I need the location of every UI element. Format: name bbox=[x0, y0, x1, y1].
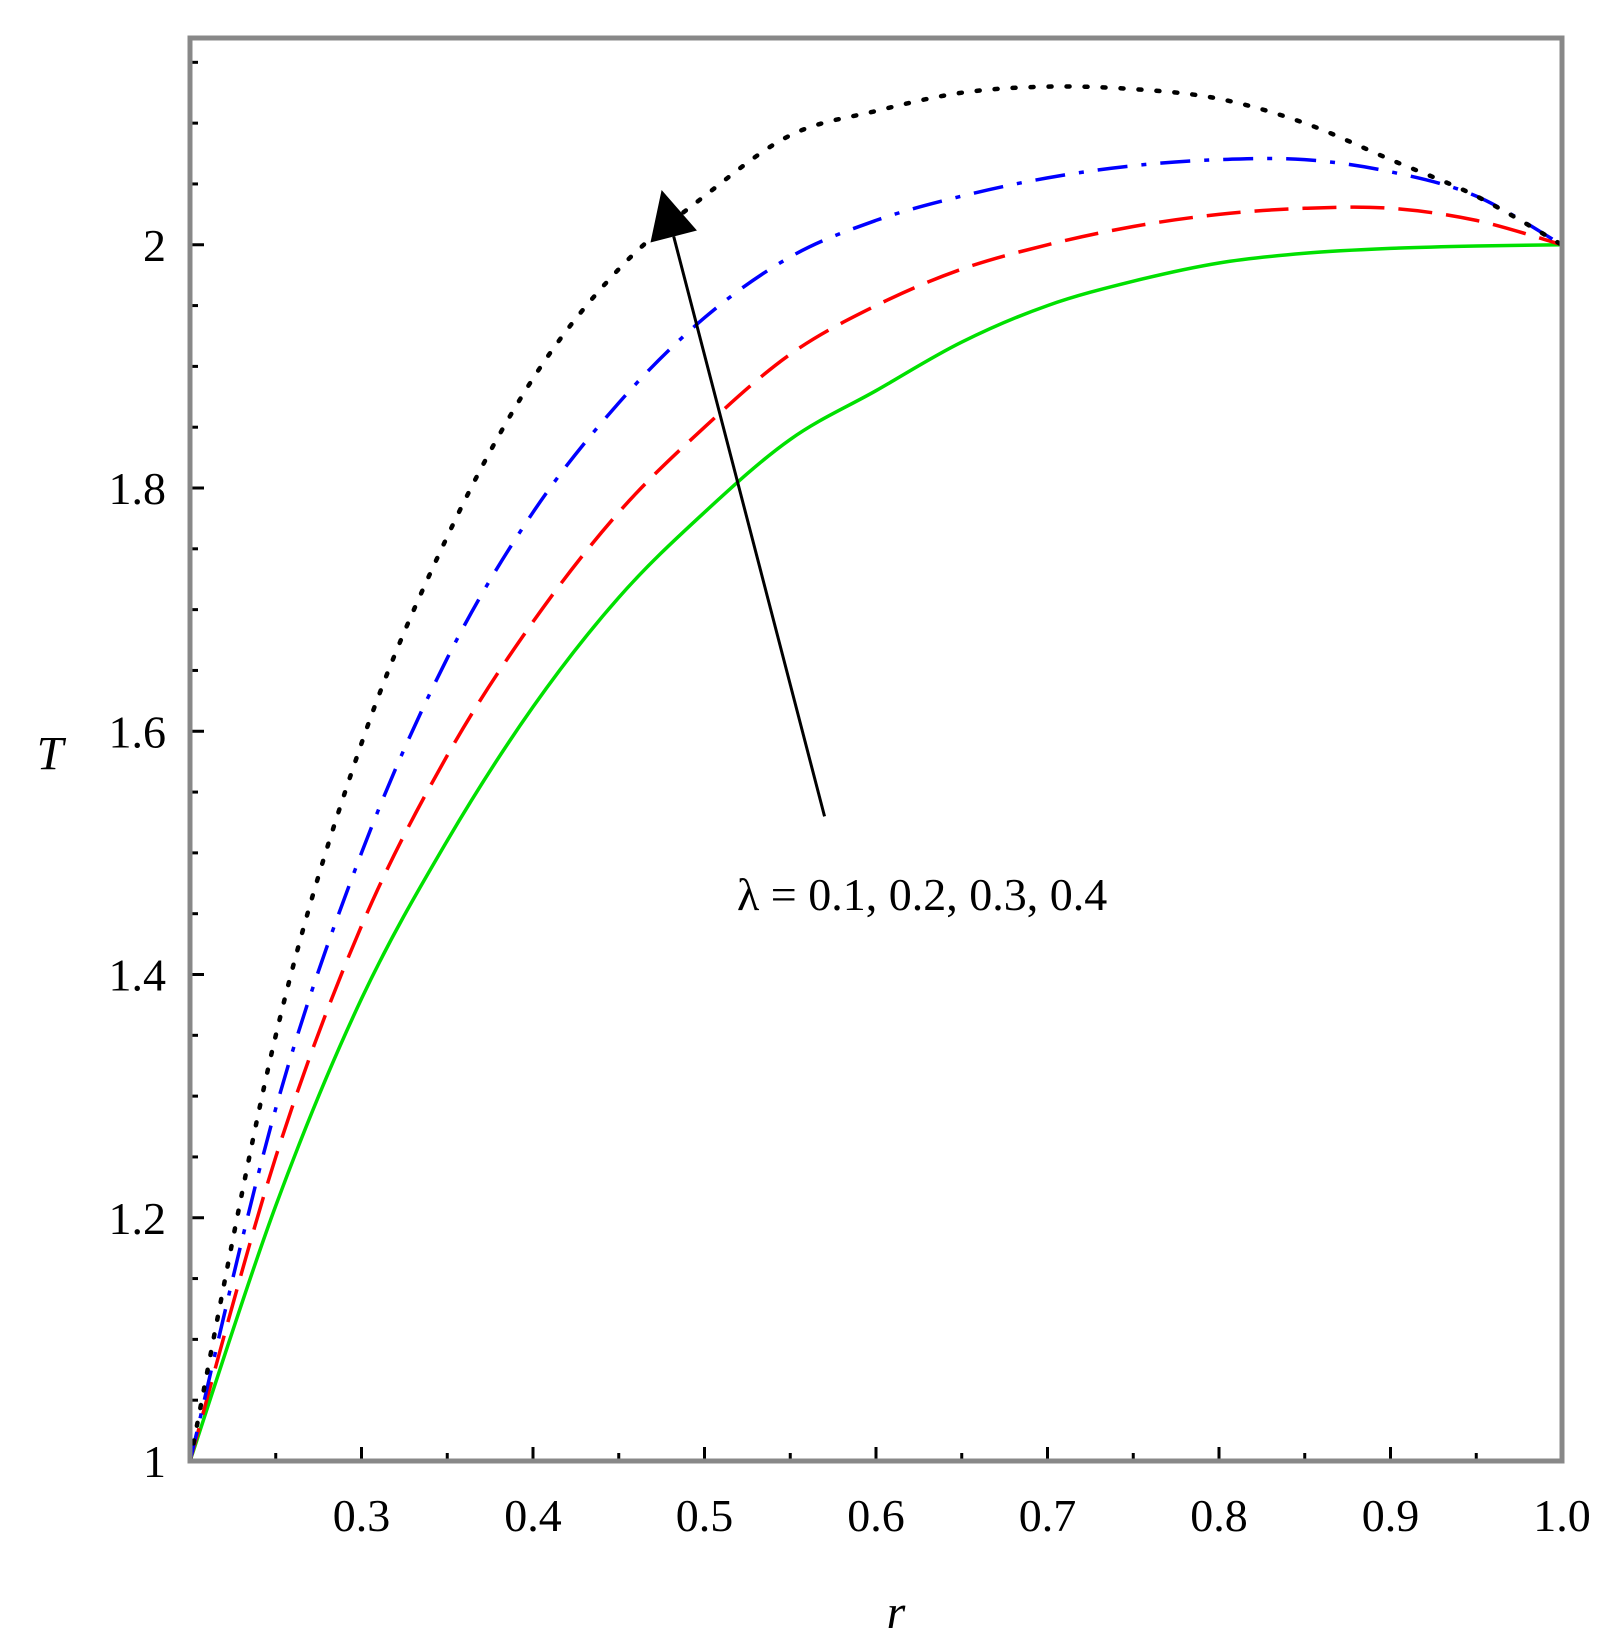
annotation-layer: λ = 0.1, 0.2, 0.3, 0.4 bbox=[650, 190, 1107, 920]
x-axis-label: r bbox=[887, 1586, 906, 1639]
series-line-green bbox=[188, 243, 1563, 1462]
series-line-blue bbox=[188, 156, 1563, 1462]
annotation-arrow-line bbox=[672, 236, 827, 817]
annotation-text: λ = 0.1, 0.2, 0.3, 0.4 bbox=[737, 869, 1107, 920]
series-layer bbox=[187, 84, 1565, 1464]
series-line-black bbox=[187, 84, 1565, 1464]
y-tick-label: 1.4 bbox=[109, 950, 167, 1001]
y-axis-label: T bbox=[37, 728, 67, 781]
y-tick-label: 2 bbox=[143, 220, 166, 271]
x-tick-label: 0.4 bbox=[504, 1490, 562, 1541]
y-tick-label: 1.8 bbox=[109, 463, 167, 514]
ticks-layer bbox=[190, 60, 1564, 1463]
x-tick-label: 0.7 bbox=[1019, 1490, 1077, 1541]
x-tick-label: 0.9 bbox=[1362, 1490, 1420, 1541]
x-tick-label: 1.0 bbox=[1533, 1490, 1591, 1541]
y-tick-label: 1 bbox=[143, 1436, 166, 1487]
y-tick-label: 1.6 bbox=[109, 706, 167, 757]
x-tick-label: 0.6 bbox=[847, 1490, 905, 1541]
annotation-arrowhead bbox=[650, 190, 697, 243]
plot-frame bbox=[187, 35, 1565, 1464]
labels-layer: 0.3 0.4 0.5 0.6 0.7 0.8 0.9 1.0 1 1.2 1.4 1.6 1.8 2 r T bbox=[37, 220, 1591, 1639]
x-tick-label: 0.8 bbox=[1190, 1490, 1248, 1541]
y-tick-label: 1.2 bbox=[109, 1193, 167, 1244]
x-tick-label: 0.5 bbox=[676, 1490, 734, 1541]
x-tick-label: 0.3 bbox=[333, 1490, 391, 1541]
series-line-red bbox=[188, 205, 1563, 1462]
